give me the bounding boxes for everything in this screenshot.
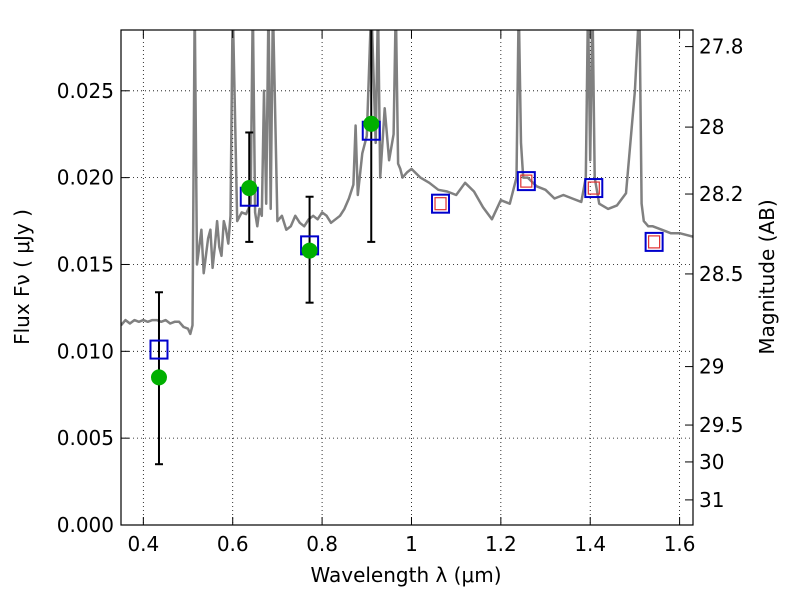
y-tick-labels: 0.000 0.005 0.010 0.015 0.020 0.025	[57, 79, 114, 537]
model-spectrum-line	[121, 30, 693, 336]
plot-frame	[120, 29, 694, 526]
model-photometry-inner-box	[434, 197, 447, 211]
grid-lines	[121, 30, 693, 526]
x-axis-label: Wavelength λ (μm)	[310, 563, 501, 587]
axis-ticks	[121, 30, 693, 526]
model-photometry-box	[149, 339, 169, 360]
magnitude-tick-label: 28.5	[699, 262, 744, 286]
model-spectrum-layer	[121, 30, 693, 336]
y-tick-label: 0.005	[57, 426, 114, 450]
right-axis-label: Magnitude (AB)	[755, 199, 779, 354]
magnitude-tick-label: 29	[699, 355, 724, 379]
magnitude-tick-label: 31	[699, 488, 724, 512]
x-tick-label: 0.6	[217, 532, 249, 556]
magnitude-tick-label: 28	[699, 115, 724, 139]
y-tick-label: 0.020	[57, 166, 114, 190]
model-photometry-inner-box	[648, 235, 661, 249]
observed-point	[301, 242, 318, 259]
observed-point	[150, 369, 167, 386]
x-tick-label: 0.8	[306, 532, 338, 556]
x-tick-labels: 0.4 0.6 0.8 1 1.2 1.4 1.6	[127, 532, 695, 556]
magnitude-tick-labels: 27.8 28 28.2 28.5 29 29.5 30 31	[699, 35, 744, 512]
observed-point	[241, 180, 258, 197]
model-photometry-inner-box	[587, 181, 600, 195]
observed-point	[363, 115, 380, 132]
model-photometry-inner-box	[520, 174, 533, 188]
magnitude-tick-label: 27.8	[699, 35, 744, 59]
model-photometry-box	[644, 231, 664, 252]
model-photometry-box	[431, 193, 451, 214]
y-tick-label: 0.000	[57, 513, 114, 537]
y-axis-label: Flux Fν ( μJy )	[10, 209, 34, 345]
model-photometry-box	[584, 178, 604, 199]
model-photometry-box	[516, 171, 536, 192]
magnitude-tick-label: 29.5	[699, 413, 744, 437]
observed-points-layer	[150, 115, 380, 386]
x-tick-label: 0.4	[127, 532, 159, 556]
y-tick-label: 0.025	[57, 79, 114, 103]
x-tick-label: 1.2	[485, 532, 517, 556]
errorbar-layer	[154, 30, 376, 466]
x-tick-label: 1	[405, 532, 418, 556]
magnitude-tick-label: 28.2	[699, 182, 744, 206]
y-tick-label: 0.015	[57, 252, 114, 276]
x-tick-label: 1.4	[574, 532, 606, 556]
x-tick-label: 1.6	[664, 532, 696, 556]
y-tick-label: 0.010	[57, 339, 114, 363]
magnitude-tick-label: 30	[699, 450, 724, 474]
